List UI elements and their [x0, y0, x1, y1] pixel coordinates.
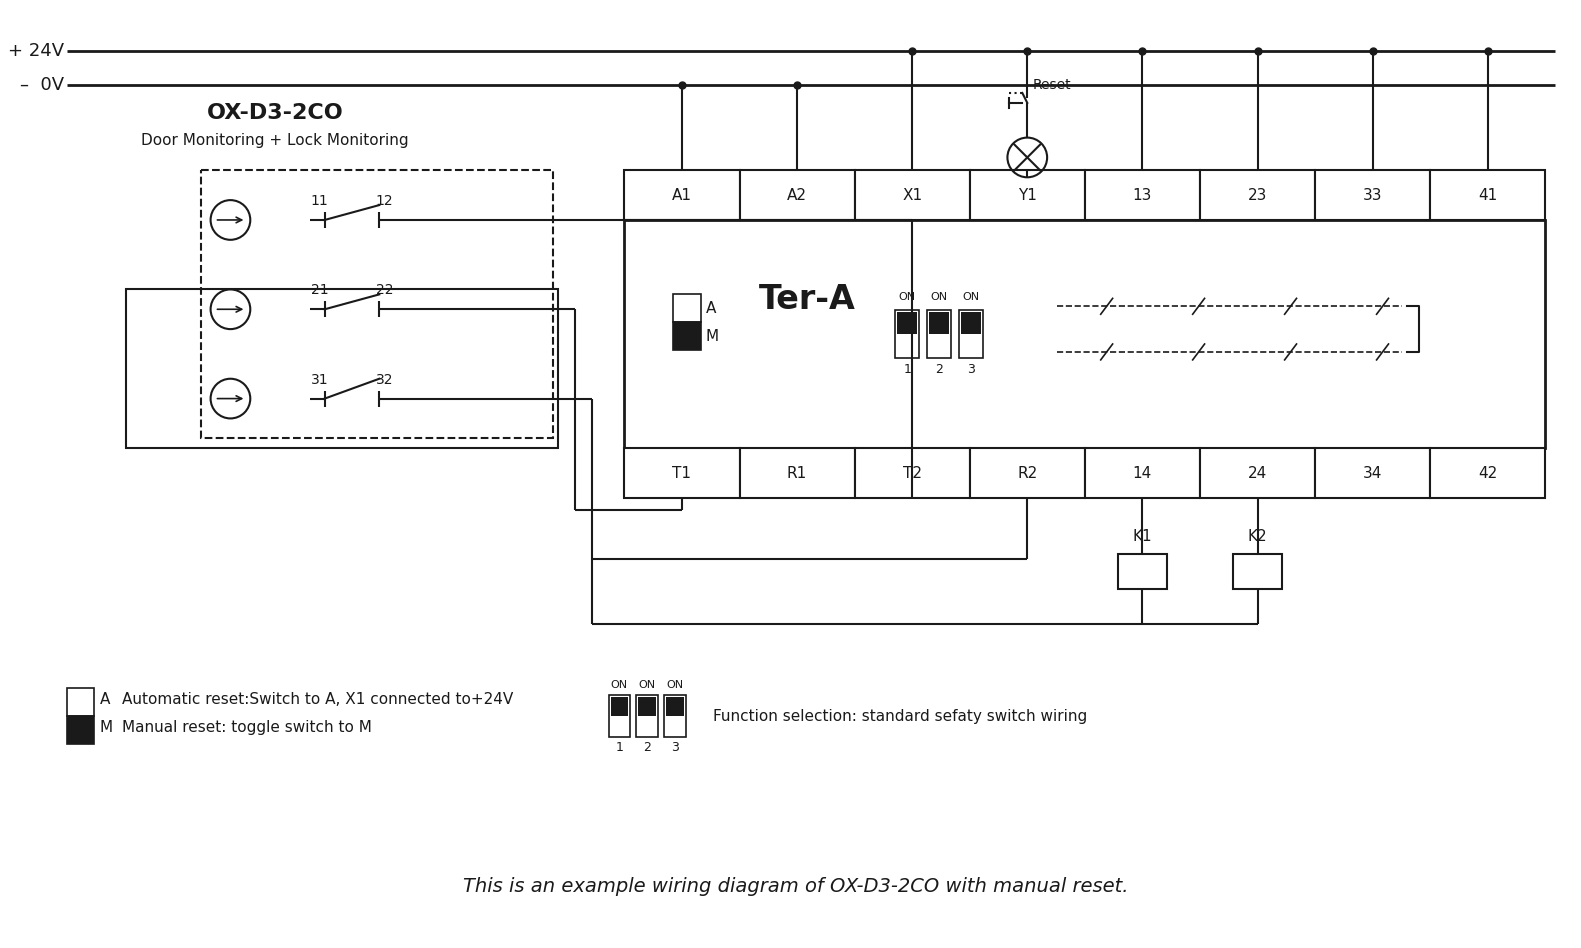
Bar	[969, 448, 1085, 498]
Text: ON: ON	[610, 681, 628, 690]
Bar	[66, 716, 95, 744]
Text: ON: ON	[667, 681, 683, 690]
Bar	[126, 289, 558, 448]
Text: X1: X1	[903, 188, 922, 203]
Bar	[926, 310, 950, 358]
Bar	[740, 448, 855, 498]
Text: This is an example wiring diagram of OX-D3-2CO with manual reset.: This is an example wiring diagram of OX-…	[463, 877, 1129, 896]
Text: T1: T1	[672, 465, 691, 481]
Bar	[1118, 555, 1167, 589]
Text: A2: A2	[787, 188, 806, 203]
Bar	[674, 295, 700, 322]
Bar	[930, 312, 949, 334]
Text: 3: 3	[670, 741, 678, 754]
Text: A: A	[705, 301, 716, 316]
Bar	[740, 171, 855, 220]
Bar	[961, 312, 980, 334]
Text: Manual reset: toggle switch to M: Manual reset: toggle switch to M	[122, 720, 372, 735]
Bar	[624, 171, 740, 220]
Bar	[639, 698, 656, 716]
Text: M: M	[100, 720, 112, 735]
Bar	[610, 698, 628, 716]
Text: R2: R2	[1017, 465, 1037, 481]
Text: + 24V: + 24V	[8, 43, 63, 61]
Text: 32: 32	[376, 373, 394, 387]
Text: Reset: Reset	[1032, 78, 1070, 92]
Text: K1: K1	[1132, 529, 1153, 544]
Bar	[855, 448, 969, 498]
Bar	[609, 695, 631, 737]
Text: ON: ON	[639, 681, 656, 690]
Bar	[1085, 448, 1200, 498]
Bar	[855, 171, 969, 220]
Text: R1: R1	[787, 465, 808, 481]
Bar	[1431, 171, 1545, 220]
Text: 3: 3	[968, 363, 974, 375]
Text: ON: ON	[963, 292, 979, 302]
Bar	[66, 688, 95, 716]
Bar	[1431, 448, 1545, 498]
Text: T2: T2	[903, 465, 922, 481]
Text: 31: 31	[311, 373, 329, 387]
Text: A1: A1	[672, 188, 692, 203]
Text: OX-D3-2CO: OX-D3-2CO	[207, 102, 343, 123]
Text: Ter-A: Ter-A	[759, 283, 855, 316]
Text: ON: ON	[930, 292, 947, 302]
Bar	[674, 322, 700, 350]
Bar	[624, 220, 1545, 448]
Text: 33: 33	[1363, 188, 1382, 203]
Text: 41: 41	[1478, 188, 1497, 203]
Text: 1: 1	[903, 363, 911, 375]
Text: Door Monitoring + Lock Monitoring: Door Monitoring + Lock Monitoring	[141, 133, 409, 148]
Bar	[666, 698, 685, 716]
Text: Function selection: standard sefaty switch wiring: Function selection: standard sefaty swit…	[713, 708, 1088, 723]
Text: 11: 11	[311, 194, 329, 208]
Text: Automatic reset:Switch to A, X1 connected to+24V: Automatic reset:Switch to A, X1 connecte…	[122, 692, 514, 707]
Text: A: A	[100, 692, 109, 707]
Bar	[895, 310, 919, 358]
Bar	[898, 312, 917, 334]
Text: Y1: Y1	[1018, 188, 1037, 203]
Bar	[1315, 171, 1431, 220]
Bar	[201, 171, 553, 438]
Text: 2: 2	[934, 363, 942, 375]
Text: 42: 42	[1478, 465, 1497, 481]
Bar	[1315, 448, 1431, 498]
Bar	[1200, 448, 1315, 498]
Text: 24: 24	[1247, 465, 1266, 481]
Bar	[1200, 171, 1315, 220]
Text: K2: K2	[1247, 529, 1268, 544]
Bar	[1233, 555, 1282, 589]
Text: 23: 23	[1247, 188, 1268, 203]
Bar	[636, 695, 658, 737]
Bar	[1085, 171, 1200, 220]
Text: –  0V: – 0V	[19, 76, 63, 94]
Bar	[958, 310, 983, 358]
Text: 12: 12	[375, 194, 394, 208]
Text: 22: 22	[376, 283, 394, 298]
Text: 21: 21	[311, 283, 329, 298]
Text: 34: 34	[1363, 465, 1382, 481]
Text: 1: 1	[615, 741, 623, 754]
Text: M: M	[705, 329, 719, 343]
Bar	[624, 448, 740, 498]
Text: ON: ON	[898, 292, 915, 302]
Bar	[969, 171, 1085, 220]
Bar	[664, 695, 686, 737]
Text: 2: 2	[643, 741, 651, 754]
Text: 14: 14	[1132, 465, 1153, 481]
Text: 13: 13	[1132, 188, 1153, 203]
